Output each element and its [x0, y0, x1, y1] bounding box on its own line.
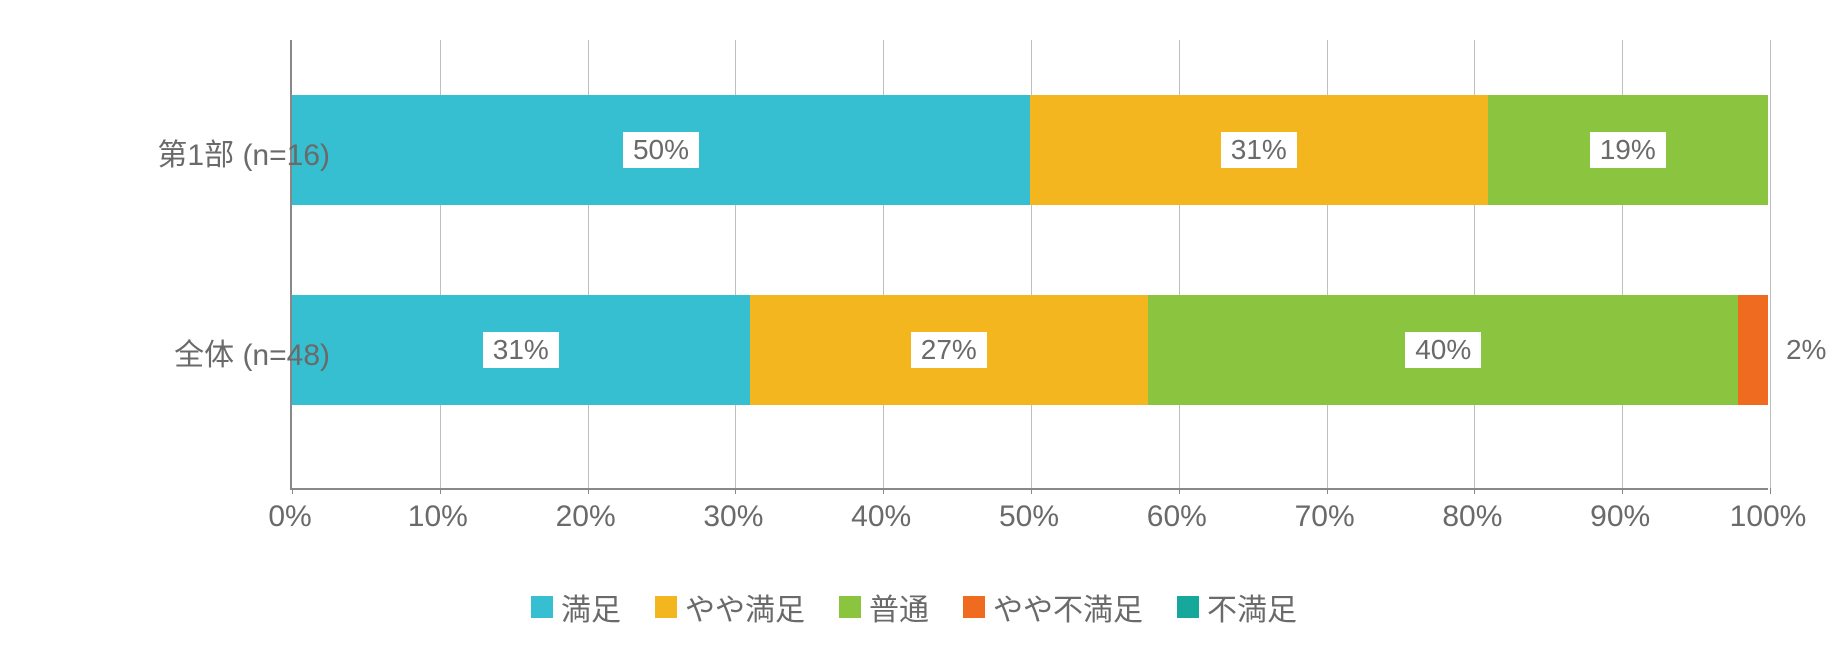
bar-value-label: 50%	[623, 132, 699, 168]
x-axis-label: 10%	[408, 500, 468, 534]
x-tick	[883, 488, 884, 494]
legend-item-neutral: 普通	[839, 585, 929, 629]
legend-item-satisfied: 満足	[531, 585, 621, 629]
x-axis-label: 20%	[556, 500, 616, 534]
bar-value-label: 2%	[1776, 332, 1828, 368]
x-axis-label: 0%	[268, 500, 311, 534]
bar-segment-satisfied: 50%	[292, 95, 1030, 205]
x-tick	[1031, 488, 1032, 494]
x-tick	[1179, 488, 1180, 494]
bar-value-label: 40%	[1405, 332, 1481, 368]
bar-segment-neutral: 19%	[1488, 95, 1768, 205]
category-label: 全体 (n=48)	[80, 330, 330, 374]
bar-value-label: 19%	[1590, 132, 1666, 168]
x-tick	[1327, 488, 1328, 494]
legend: 満足 やや満足 普通 やや不満足 不満足	[0, 585, 1828, 629]
legend-item-dissatisfied: 不満足	[1177, 585, 1297, 629]
x-axis-label: 100%	[1730, 500, 1807, 534]
bar-value-label: 31%	[1221, 132, 1297, 168]
x-tick	[1770, 488, 1771, 494]
bar-value-label: 27%	[911, 332, 987, 368]
bar-row: 31% 27% 40% 2%	[292, 295, 1768, 405]
bar-segment-somewhat_satisfied: 31%	[1030, 95, 1488, 205]
x-axis-label: 90%	[1590, 500, 1650, 534]
x-tick	[735, 488, 736, 494]
x-axis-label: 40%	[851, 500, 911, 534]
x-tick	[1622, 488, 1623, 494]
legend-label: 満足	[561, 585, 621, 629]
x-tick	[1474, 488, 1475, 494]
legend-label: やや満足	[685, 585, 805, 629]
gridline	[1770, 40, 1771, 488]
x-axis-label: 50%	[999, 500, 1059, 534]
stacked-bar-chart: 50% 31% 19% 31% 27% 40% 2% 満足 やや満足 普通 やや不満足 不満足 0%…	[0, 0, 1828, 658]
x-axis-label: 60%	[1147, 500, 1207, 534]
x-axis-label: 80%	[1442, 500, 1502, 534]
category-label: 第1部 (n=16)	[80, 130, 330, 174]
bar-segment-somewhat_satisfied: 27%	[750, 295, 1149, 405]
x-axis-label: 70%	[1295, 500, 1355, 534]
bar-value-label: 31%	[483, 332, 559, 368]
x-tick	[292, 488, 293, 494]
legend-swatch	[839, 596, 861, 618]
bar-segment-somewhat_dissatisfied: 2%	[1738, 295, 1768, 405]
bar-row: 50% 31% 19%	[292, 95, 1768, 205]
x-tick	[440, 488, 441, 494]
legend-swatch	[963, 596, 985, 618]
legend-swatch	[531, 596, 553, 618]
x-axis-label: 30%	[703, 500, 763, 534]
x-tick	[588, 488, 589, 494]
plot-area: 50% 31% 19% 31% 27% 40% 2%	[290, 40, 1768, 490]
legend-swatch	[655, 596, 677, 618]
legend-item-somewhat_satisfied: やや満足	[655, 585, 805, 629]
legend-item-somewhat_dissatisfied: やや不満足	[963, 585, 1143, 629]
legend-swatch	[1177, 596, 1199, 618]
bar-segment-neutral: 40%	[1148, 295, 1738, 405]
legend-label: 普通	[869, 585, 929, 629]
legend-label: やや不満足	[993, 585, 1143, 629]
bar-segment-satisfied: 31%	[292, 295, 750, 405]
legend-label: 不満足	[1207, 585, 1297, 629]
